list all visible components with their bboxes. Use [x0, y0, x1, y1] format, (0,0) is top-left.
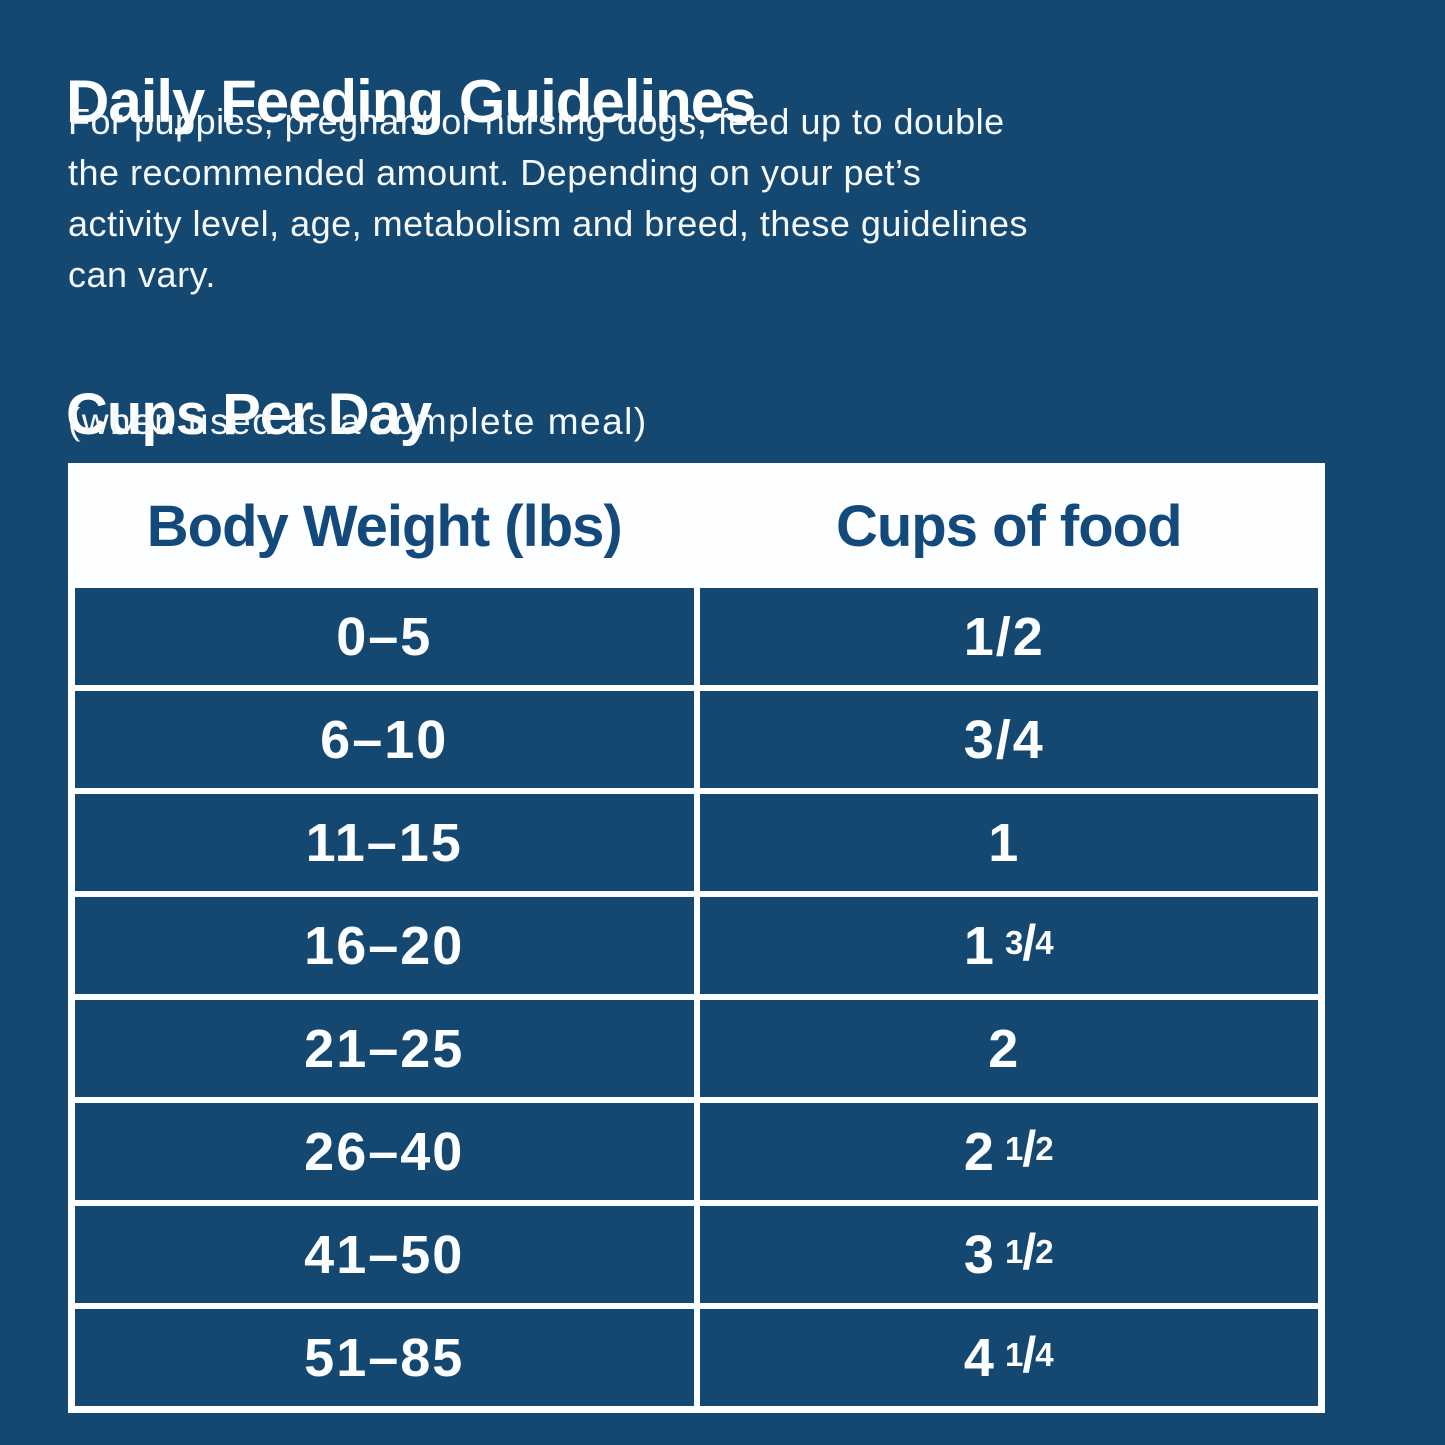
- section-title: Cups Per Day: [66, 382, 432, 448]
- cups-cell: 1: [699, 794, 1318, 891]
- cups-value: 3: [963, 1224, 996, 1285]
- fraction-denominator: 4: [1035, 1336, 1054, 1373]
- col-header-cups-of-food: Cups of food: [835, 493, 1183, 559]
- weight-cell: 16–20: [75, 897, 694, 994]
- cups-value: 4: [963, 1327, 996, 1388]
- cups-cell: 3 1 / 2: [699, 1206, 1318, 1303]
- cups-cell: 2: [699, 1000, 1318, 1097]
- col-header-body-weight: Body Weight (lbs): [146, 493, 623, 559]
- fraction-slash: /: [1022, 914, 1037, 971]
- cups-value: 1/2: [963, 606, 1045, 667]
- cups-cell: 3/4: [699, 691, 1318, 788]
- weight-cell: 26–40: [75, 1103, 694, 1200]
- table-row: 51–85 4 1 / 4: [75, 1309, 1318, 1406]
- cups-fraction: 1 / 2: [1005, 1227, 1054, 1277]
- weight-cell: 6–10: [75, 691, 694, 788]
- table-row: 26–40 2 1 / 2: [75, 1103, 1318, 1200]
- fraction-slash: /: [1022, 1326, 1037, 1383]
- cups-value: 3/4: [963, 709, 1045, 770]
- table-row: 0–5 1/2: [75, 588, 1318, 685]
- weight-cell: 21–25: [75, 1000, 694, 1097]
- weight-cell: 0–5: [75, 588, 694, 685]
- feeding-table: Body Weight (lbs) Cups of food 0–5 1/2 6…: [68, 463, 1325, 1413]
- table-row: 41–50 3 1 / 2: [75, 1206, 1318, 1303]
- table-row: 11–15 1: [75, 794, 1318, 891]
- table-row: 6–10 3/4: [75, 691, 1318, 788]
- fraction-numerator: 3: [1004, 924, 1024, 961]
- cups-fraction: 1 / 2: [1005, 1124, 1054, 1174]
- fraction-slash: /: [1022, 1120, 1037, 1177]
- table-body: 0–5 1/2 6–10 3/4 11–: [75, 588, 1318, 1406]
- fraction-denominator: 4: [1035, 924, 1054, 961]
- fraction-numerator: 1: [1004, 1336, 1024, 1373]
- table-row: 16–20 1 3 / 4: [75, 897, 1318, 994]
- cups-fraction: 1 / 4: [1005, 1330, 1054, 1380]
- cups-cell: 2 1 / 2: [699, 1103, 1318, 1200]
- cups-cell: 1/2: [699, 588, 1318, 685]
- page-title: Daily Feeding Guidelines: [66, 68, 756, 136]
- cups-cell: 1 3 / 4: [699, 897, 1318, 994]
- fraction-denominator: 2: [1035, 1233, 1054, 1270]
- weight-cell: 11–15: [75, 794, 694, 891]
- fraction-numerator: 1: [1004, 1130, 1024, 1167]
- weight-cell: 51–85: [75, 1309, 694, 1406]
- cups-value: 1: [988, 812, 1021, 873]
- cups-fraction: 3 / 4: [1005, 918, 1054, 968]
- table-header-row: Body Weight (lbs) Cups of food: [75, 470, 1318, 582]
- fraction-denominator: 2: [1035, 1130, 1054, 1167]
- section-subtitle: (when used as a complete meal): [68, 401, 648, 442]
- intro-line: the recommended amount. Depending on you…: [68, 152, 922, 193]
- cups-value: 2: [988, 1018, 1021, 1079]
- intro-paragraph: For puppies, pregnant or nursing dogs, f…: [68, 96, 1028, 300]
- intro-line: can vary.: [68, 254, 216, 295]
- intro-line: activity level, age, metabolism and bree…: [68, 203, 1029, 244]
- fraction-numerator: 1: [1004, 1233, 1024, 1270]
- cups-value: 2: [963, 1121, 996, 1182]
- weight-cell: 41–50: [75, 1206, 694, 1303]
- intro-line: For puppies, pregnant or nursing dogs, f…: [68, 101, 1005, 142]
- fraction-slash: /: [1022, 1223, 1037, 1280]
- cups-value: 1: [963, 915, 996, 976]
- cups-cell: 4 1 / 4: [699, 1309, 1318, 1406]
- table-row: 21–25 2: [75, 1000, 1318, 1097]
